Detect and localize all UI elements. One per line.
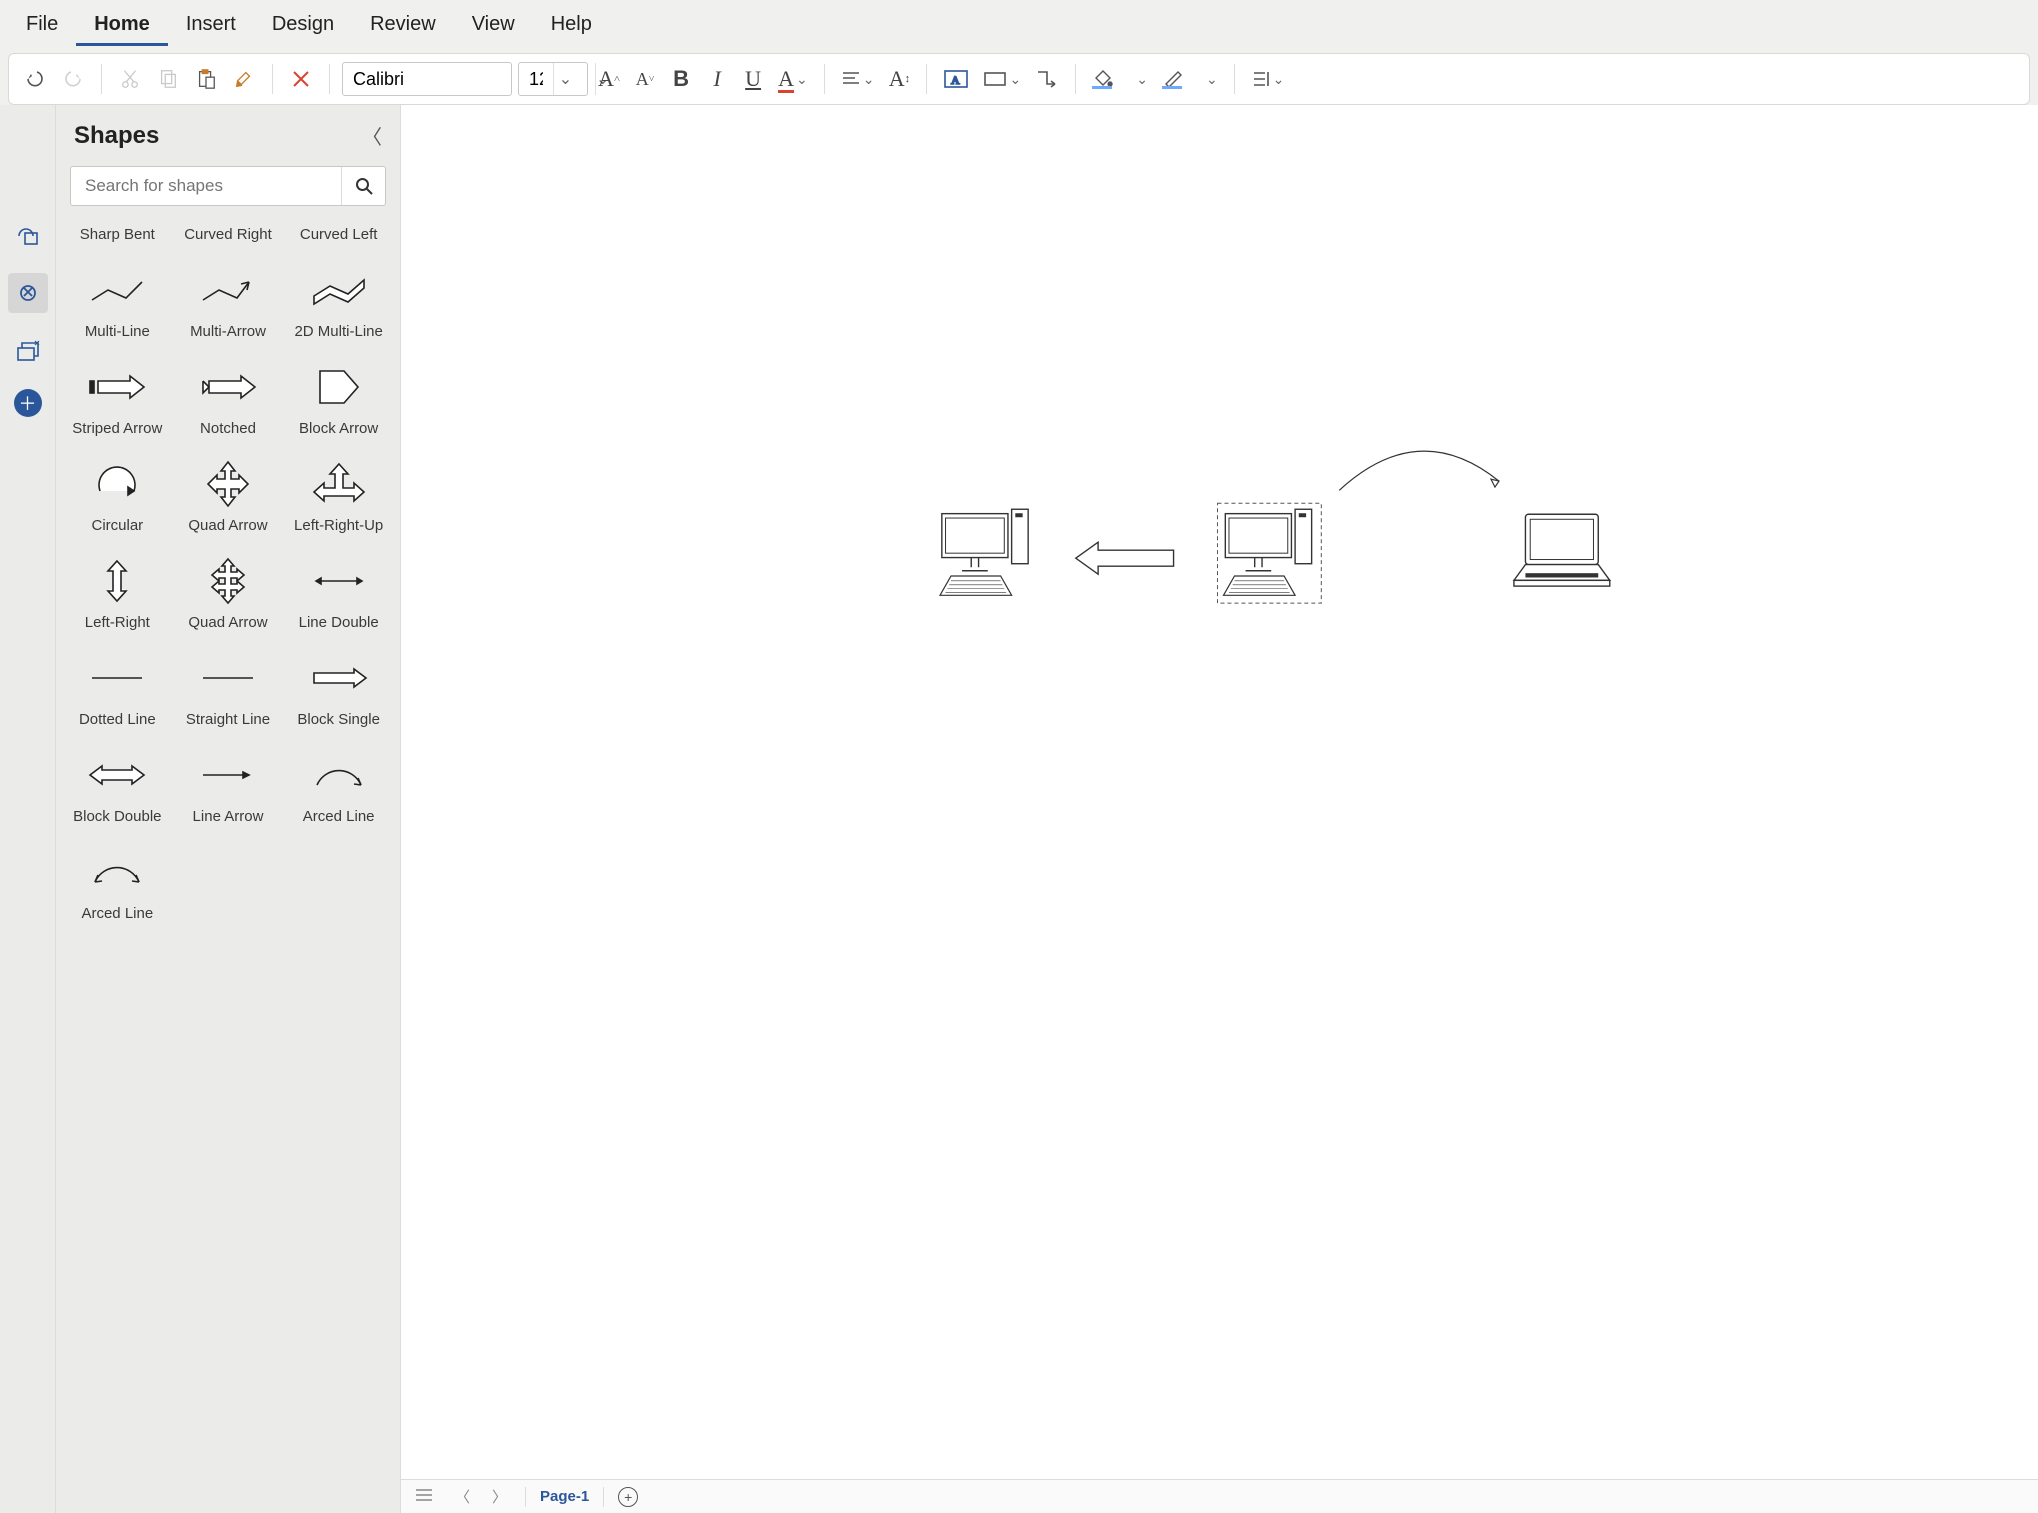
shape-blockarrow[interactable]: Block Arrow <box>283 354 394 451</box>
shapes-panel: Shapes 〈 Sharp BentCurved RightCurved Le… <box>56 105 401 1513</box>
prev-page-button[interactable]: 〈 <box>451 1486 474 1507</box>
arrange-button[interactable] <box>1247 62 1289 96</box>
shape-dotted[interactable]: Dotted Line <box>62 645 173 742</box>
font-size-combo[interactable]: ⌄ <box>518 62 588 96</box>
left-rail: ＋ <box>0 105 56 1513</box>
shape-list: Sharp BentCurved RightCurved Left Multi-L… <box>56 216 400 1513</box>
shape-rect-button[interactable] <box>979 62 1025 96</box>
menu-file[interactable]: File <box>8 3 76 46</box>
next-page-button[interactable]: 〉 <box>488 1486 511 1507</box>
cut-button[interactable] <box>114 63 146 95</box>
shape-arceddouble[interactable]: Arced Line <box>62 839 173 936</box>
font-color-button[interactable]: A <box>774 62 812 96</box>
shape-multi2d[interactable]: 2D Multi-Line <box>283 257 394 354</box>
format-painter-button[interactable] <box>228 63 260 95</box>
status-bar: 〈 〉 Page-1 + <box>401 1479 2038 1513</box>
delete-button[interactable] <box>285 63 317 95</box>
shape-straight[interactable]: Straight Line <box>173 645 284 742</box>
copy-button[interactable] <box>152 63 184 95</box>
shape-quadcallout[interactable]: Quad Arrow <box>173 548 284 645</box>
font-name-combo[interactable]: ⌄ <box>342 62 512 96</box>
menu-view[interactable]: View <box>454 3 533 46</box>
paste-button[interactable] <box>190 63 222 95</box>
shape-leftright[interactable]: Left-Right <box>62 548 173 645</box>
shape-linedouble[interactable]: Line Double <box>283 548 394 645</box>
shape-label[interactable]: Curved Right <box>173 220 284 257</box>
pages-menu-icon[interactable] <box>411 1488 437 1506</box>
shape-quad[interactable]: Quad Arrow <box>173 451 284 548</box>
shape-label[interactable]: Sharp Bent <box>62 220 173 257</box>
font-size-input[interactable] <box>519 69 553 90</box>
bold-button[interactable]: B <box>666 62 696 96</box>
shape-circular[interactable]: Circular <box>62 451 173 548</box>
menu-insert[interactable]: Insert <box>168 3 254 46</box>
text-direction-button[interactable]: A↕ <box>884 62 914 96</box>
add-page-button[interactable]: + <box>618 1487 638 1507</box>
grow-font-button[interactable]: A˄ <box>594 62 624 96</box>
text-box-button[interactable]: A <box>939 62 973 96</box>
panel-title: Shapes <box>74 122 159 150</box>
drawing-canvas[interactable]: 〈 〉 Page-1 + <box>401 105 2038 1513</box>
shape-linearrow[interactable]: Line Arrow <box>173 742 284 839</box>
chevron-down-icon[interactable]: ⌄ <box>553 63 577 95</box>
redo-button[interactable] <box>57 63 89 95</box>
shape-arced[interactable]: Arced Line <box>283 742 394 839</box>
svg-text:A: A <box>951 73 960 87</box>
line-color-button[interactable] <box>1158 62 1222 96</box>
shape-lru[interactable]: Left-Right-Up <box>283 451 394 548</box>
search-icon[interactable] <box>341 167 385 205</box>
shape-striped[interactable]: Striped Arrow <box>62 354 173 451</box>
fill-color-button[interactable] <box>1088 62 1152 96</box>
shape-multiline[interactable]: Multi-Line <box>62 257 173 354</box>
italic-button[interactable]: I <box>702 62 732 96</box>
menu-review[interactable]: Review <box>352 3 454 46</box>
shape-notched[interactable]: Notched <box>173 354 284 451</box>
connector-button[interactable] <box>1031 62 1063 96</box>
canvas-svg <box>401 105 2038 943</box>
shrink-font-button[interactable]: A˅ <box>630 62 660 96</box>
undo-button[interactable] <box>19 63 51 95</box>
menu-design[interactable]: Design <box>254 3 352 46</box>
rail-layers-icon[interactable] <box>8 331 48 371</box>
rail-add-button[interactable]: ＋ <box>14 389 42 417</box>
align-button[interactable] <box>837 62 879 96</box>
shape-blocksingle[interactable]: Block Single <box>283 645 394 742</box>
shape-label[interactable]: Curved Left <box>283 220 394 257</box>
menu-bar: FileHomeInsertDesignReviewViewHelp <box>0 0 2038 48</box>
menu-help[interactable]: Help <box>533 3 610 46</box>
shape-search-input[interactable] <box>71 167 341 205</box>
shape-multiarrow[interactable]: Multi-Arrow <box>173 257 284 354</box>
page-label[interactable]: Page-1 <box>540 1488 589 1505</box>
rail-shapes-icon[interactable] <box>8 215 48 255</box>
underline-button[interactable]: U <box>738 62 768 96</box>
rail-stencils-icon[interactable] <box>8 273 48 313</box>
menu-home[interactable]: Home <box>76 3 168 46</box>
ribbon-toolbar: ⌄ ⌄ A˄ A˅ B I U A A↕ A <box>8 53 2030 105</box>
collapse-panel-button[interactable]: 〈 <box>362 121 382 150</box>
shape-search[interactable] <box>70 166 386 206</box>
shape-blockdouble[interactable]: Block Double <box>62 742 173 839</box>
